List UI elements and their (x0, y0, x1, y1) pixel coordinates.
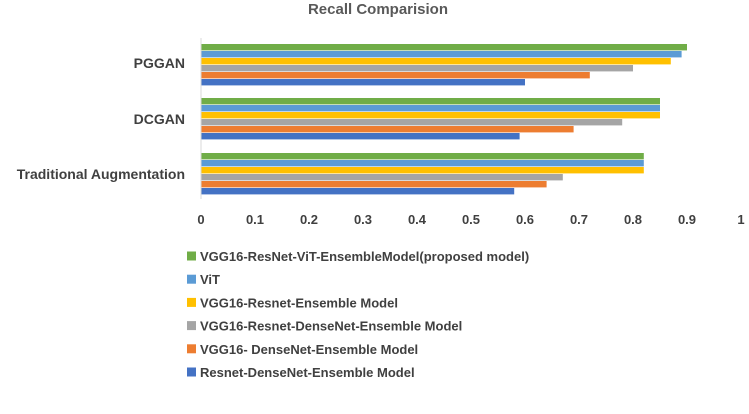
bar-pggan-resnet-densenet-ensemble-model (201, 79, 525, 86)
bar-pggan-vgg16-resnet-vit-ensemblemodel-proposed-model (201, 44, 687, 51)
bar-dcgan-vgg16-resnet-densenet-ensemble-model (201, 119, 623, 126)
x-tick-label: 0.4 (408, 212, 427, 227)
bar-traditional-augmentation-vit (201, 160, 644, 167)
category-label-pggan: PGGAN (134, 55, 185, 71)
x-tick-label: 0 (197, 212, 204, 227)
x-tick-label: 1 (737, 212, 744, 227)
bar-traditional-augmentation-vgg16-resnet-densenet-ensemble-model (201, 174, 563, 181)
x-tick-label: 0.8 (624, 212, 642, 227)
bar-pggan-vgg16-resnet-ensemble-model (201, 58, 671, 65)
x-tick-labels: 0 0.1 0.2 0.3 0.4 0.5 0.6 0.7 0.8 0.9 1 (197, 212, 744, 227)
legend: VGG16-ResNet-ViT-EnsembleModel(proposed … (187, 249, 529, 380)
bar-traditional-augmentation-vgg16-resnet-vit-ensemblemodel-proposed-model (201, 153, 644, 160)
legend-swatch-resnet-densenet-ensemble-model (187, 367, 196, 377)
x-tick-label: 0.6 (516, 212, 534, 227)
bar-traditional-augmentation-resnet-densenet-ensemble-model (201, 188, 515, 195)
x-tick-label: 0.2 (300, 212, 318, 227)
legend-swatch-vgg16-resnet-ensemble-model (187, 297, 196, 307)
legend-label-vgg16-resnet-densenet-ensemble-model: VGG16-Resnet-DenseNet-Ensemble Model (200, 319, 462, 334)
legend-swatch-vgg16-densenet-ensemble-model (187, 344, 196, 354)
legend-label-resnet-densenet-ensemble-model: Resnet-DenseNet-Ensemble Model (200, 365, 415, 380)
legend-swatch-vgg16-resnet-densenet-ensemble-model (187, 321, 196, 331)
x-tick-label: 0.3 (354, 212, 372, 227)
x-tick-label: 0.9 (678, 212, 696, 227)
chart-title: Recall Comparision (308, 1, 448, 18)
x-tick-label: 0.1 (246, 212, 264, 227)
bar-dcgan-vgg16-resnet-ensemble-model (201, 112, 660, 119)
bar-pggan-vit (201, 51, 682, 58)
bar-traditional-augmentation-vgg16-densenet-ensemble-model (201, 181, 547, 188)
bar-dcgan-resnet-densenet-ensemble-model (201, 133, 520, 140)
bars-layer (201, 44, 687, 195)
bar-dcgan-vgg16-resnet-vit-ensemblemodel-proposed-model (201, 98, 660, 105)
category-label-dcgan: DCGAN (134, 111, 185, 127)
category-label-traditional-augmentation: Traditional Augmentation (17, 166, 185, 182)
legend-label-vit: ViT (200, 272, 220, 287)
legend-swatch-vit (187, 274, 196, 284)
category-labels: PGGAN DCGAN Traditional Augmentation (17, 55, 185, 182)
bar-pggan-vgg16-resnet-densenet-ensemble-model (201, 65, 633, 72)
legend-swatch-vgg16-resnet-vit-ensemblemodel-proposed-model (187, 251, 196, 261)
legend-label-vgg16-resnet-ensemble-model: VGG16-Resnet-Ensemble Model (200, 295, 398, 310)
bar-pggan-vgg16-densenet-ensemble-model (201, 72, 590, 79)
bar-traditional-augmentation-vgg16-resnet-ensemble-model (201, 167, 644, 174)
bar-dcgan-vgg16-densenet-ensemble-model (201, 126, 574, 133)
x-tick-label: 0.7 (570, 212, 588, 227)
legend-label-vgg16-densenet-ensemble-model: VGG16- DenseNet-Ensemble Model (200, 342, 418, 357)
legend-label-vgg16-resnet-vit-ensemblemodel-proposed-model: VGG16-ResNet-ViT-EnsembleModel(proposed … (200, 249, 529, 264)
x-tick-label: 0.5 (462, 212, 480, 227)
bar-dcgan-vit (201, 105, 660, 112)
